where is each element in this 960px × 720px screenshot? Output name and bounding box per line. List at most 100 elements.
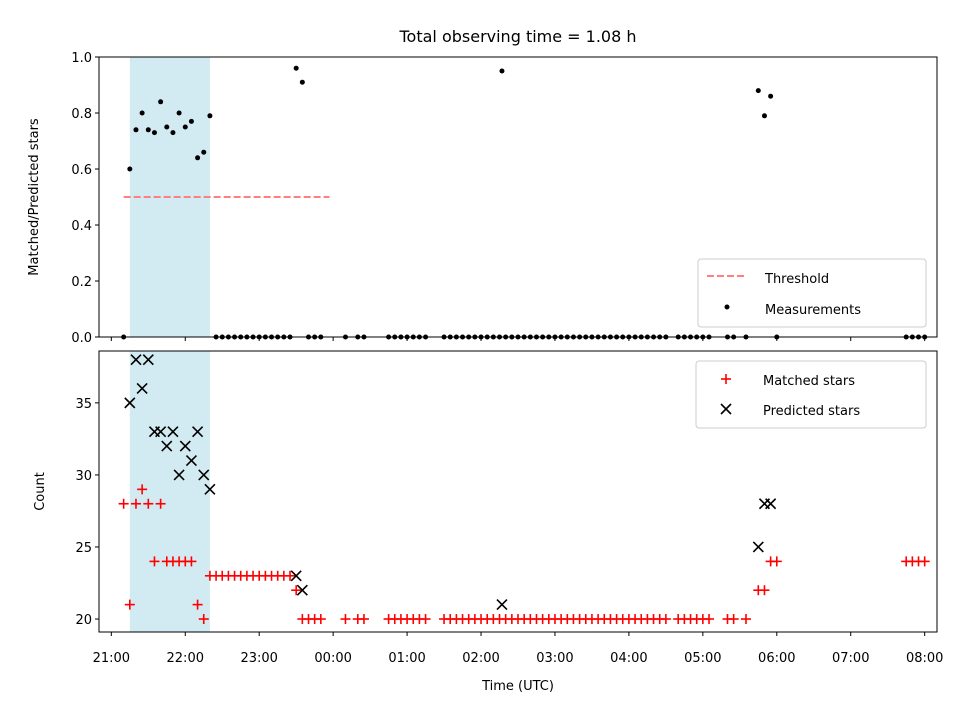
predicted-star-point — [496, 599, 508, 611]
y-tick-label: 35 — [75, 397, 92, 412]
measurement-point — [151, 130, 157, 136]
y-tick-label: 0.8 — [71, 107, 92, 122]
matched-star-point — [192, 599, 203, 610]
measurement-point — [182, 124, 188, 130]
x-tick-label: 00:00 — [314, 651, 351, 666]
x-tick-label: 05:00 — [684, 651, 721, 666]
matched-star-point — [759, 585, 770, 596]
predicted-star-point — [161, 440, 173, 452]
measurement-point — [127, 166, 133, 172]
top-x-ticks — [110, 337, 926, 341]
predicted-star-point — [192, 426, 204, 438]
measurement-point — [299, 79, 305, 85]
y-tick-label: 1.0 — [71, 51, 92, 66]
legend-matched-swatch — [721, 374, 731, 384]
predicted-star-point — [185, 454, 197, 467]
measurement-point — [207, 113, 213, 119]
top-y-ticks: 0.0 0.2 0.4 0.6 0.8 1.0 — [71, 51, 99, 346]
predicted-star-point — [204, 483, 216, 495]
matched-star-point — [285, 570, 296, 581]
bottom-y-ticks: 20 25 30 35 — [75, 397, 99, 628]
measurement-point — [176, 110, 182, 116]
matched-star-point — [771, 556, 782, 567]
measurement-point — [755, 88, 761, 94]
predicted-star-point — [179, 440, 191, 452]
y-tick-label: 0.4 — [71, 219, 92, 234]
matched-star-point — [660, 614, 671, 625]
legend-plus-marker — [721, 374, 731, 384]
matched-star-point — [315, 614, 326, 625]
measurement-point — [195, 155, 201, 161]
matched-star-point — [198, 614, 209, 625]
matched-star-point — [124, 599, 135, 610]
measurement-point — [201, 149, 207, 155]
legend-predicted-swatch — [720, 403, 732, 415]
chart-title: Total observing time = 1.08 h — [398, 27, 636, 46]
matched-star-point — [340, 614, 351, 625]
x-tick-label: 06:00 — [758, 651, 795, 666]
predicted-star-point — [167, 426, 179, 438]
x-axis-label: Time (UTC) — [481, 679, 554, 694]
matched-star-point — [291, 585, 302, 596]
bottom-legend: Matched stars Predicted stars — [695, 360, 927, 429]
top-y-axis-label: Matched/Predicted stars — [27, 118, 42, 276]
matched-star-point — [143, 498, 154, 509]
bottom-x-ticks: 21:00 22:00 23:00 00:00 01:00 02:00 03:00 04:00… — [93, 632, 943, 666]
top-panel: 0.0 0.2 0.4 0.6 0.8 1.0 Matched/Predicted sta… — [27, 51, 938, 346]
predicted-star-point — [765, 498, 777, 510]
predicted-stars-points — [124, 354, 777, 611]
matched-star-point — [740, 614, 751, 625]
predicted-star-point — [173, 469, 185, 481]
x-tick-label: 07:00 — [832, 651, 869, 666]
measurement-point — [139, 110, 145, 116]
matched-stars-points — [118, 484, 930, 625]
y-tick-label: 20 — [75, 613, 92, 628]
bottom-axes-frame — [98, 350, 938, 633]
predicted-star-point — [124, 397, 136, 409]
matched-star-point — [728, 614, 739, 625]
top-legend: Threshold Measurements — [697, 258, 927, 328]
x-tick-label: 22:00 — [167, 651, 204, 666]
measurement-point — [145, 127, 151, 133]
predicted-star-point — [296, 584, 308, 596]
legend-threshold-label: Threshold — [764, 272, 829, 287]
legend-measurement-swatch — [724, 304, 730, 310]
bottom-panel: 20 25 30 35 21:00 22:00 23:00 00:00 01:00 02:00 0… — [33, 350, 943, 694]
legend-predicted-label: Predicted stars — [763, 404, 860, 419]
y-tick-label: 25 — [75, 541, 92, 556]
measurement-point — [170, 130, 176, 136]
measurement-point — [768, 93, 774, 99]
measurement-point — [761, 113, 767, 119]
predicted-star-point — [198, 469, 210, 481]
y-tick-label: 30 — [75, 469, 92, 484]
matched-star-point — [137, 484, 148, 495]
x-tick-label: 01:00 — [388, 651, 425, 666]
matched-star-point — [149, 556, 160, 567]
x-tick-label: 04:00 — [610, 651, 647, 666]
matched-star-point — [704, 614, 715, 625]
x-tick-label: 08:00 — [906, 651, 943, 666]
x-tick-label: 21:00 — [93, 651, 130, 666]
bottom-y-axis-label: Count — [33, 472, 48, 511]
x-tick-label: 02:00 — [462, 651, 499, 666]
y-tick-label: 0.0 — [71, 331, 92, 346]
matched-star-point — [358, 614, 369, 625]
measurement-point — [499, 68, 505, 74]
measurement-point — [293, 65, 299, 71]
measurement-point — [164, 124, 170, 130]
matched-star-point — [919, 556, 930, 567]
top-axes-frame — [98, 56, 938, 338]
matched-star-point — [130, 498, 141, 509]
measurement-point — [133, 127, 139, 133]
predicted-star-point — [142, 354, 154, 366]
x-tick-label: 03:00 — [536, 651, 573, 666]
legend-cross-marker — [720, 403, 732, 415]
y-tick-label: 0.6 — [71, 163, 92, 178]
x-tick-label: 23:00 — [240, 651, 277, 666]
predicted-star-point — [155, 426, 167, 438]
predicted-star-point — [290, 570, 302, 582]
matched-star-point — [118, 498, 129, 509]
predicted-star-point — [136, 382, 148, 395]
predicted-star-point — [130, 354, 142, 366]
